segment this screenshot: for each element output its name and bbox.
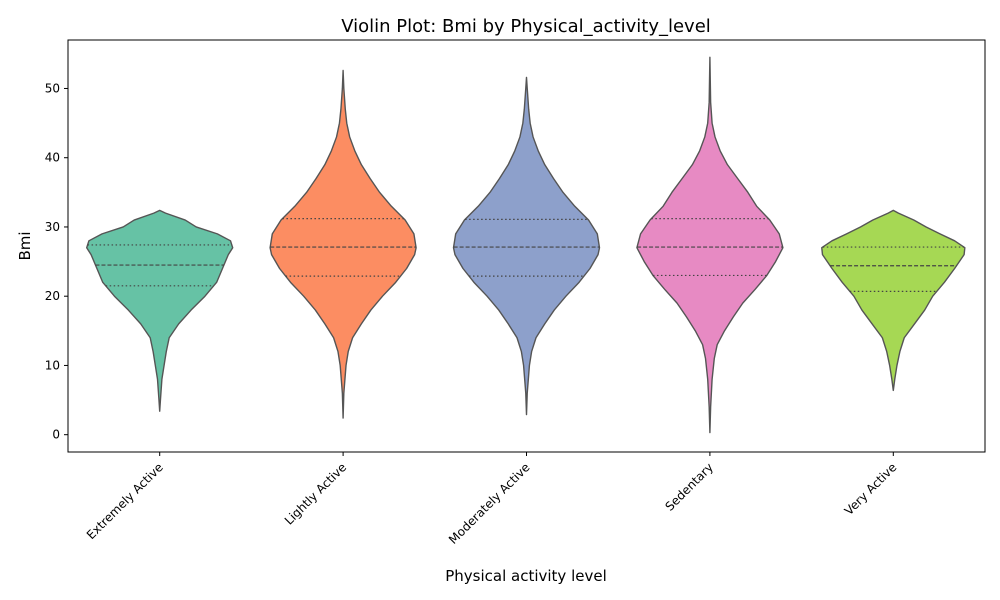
violin-sedentary [636, 56, 784, 434]
y-tick-label: 0 [52, 428, 60, 442]
violin-group [86, 56, 966, 434]
y-tick-label: 50 [45, 81, 60, 95]
violin-lightly-active [269, 69, 417, 419]
y-tick-label: 30 [45, 220, 60, 234]
y-tick-label: 10 [45, 358, 60, 372]
violin-body [821, 209, 966, 392]
violin-body [452, 76, 601, 416]
y-tick-label: 20 [45, 289, 60, 303]
y-axis-title: Bmi [16, 231, 34, 260]
x-axis-title: Physical activity level [445, 567, 607, 585]
violin-body [269, 69, 417, 419]
chart-title: Violin Plot: Bmi by Physical_activity_le… [341, 16, 711, 37]
y-axis: 0 10 20 30 40 50 [45, 81, 68, 442]
violin-body [636, 56, 784, 434]
violin-body [86, 209, 234, 412]
y-tick-label: 40 [45, 151, 60, 165]
violin-very-active [821, 209, 966, 392]
violin-moderately-active [452, 76, 601, 416]
violin-extremely-active [86, 209, 234, 412]
